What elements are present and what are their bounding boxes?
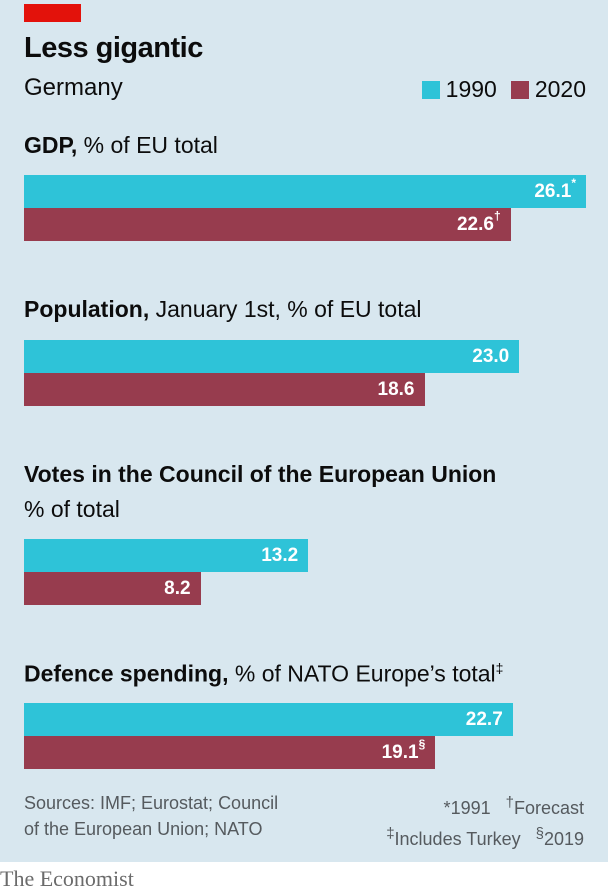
bar-2020-panel-3: 8.2 xyxy=(24,572,201,605)
data-label-footnote-mark: § xyxy=(418,737,426,751)
legend-swatch-2020 xyxy=(510,80,529,99)
panel-title-2: Population, January 1st, % of EU total xyxy=(24,296,422,323)
legend-label-1990: 1990 xyxy=(445,76,497,102)
publisher-logo: The Economist xyxy=(0,866,134,891)
legend-item-2020: 2020 xyxy=(510,76,586,103)
chart-panel: Less gigantic Germany 1990 2020 GDP, % o… xyxy=(0,0,608,862)
data-label: 23.0 xyxy=(472,346,510,367)
legend: 1990 2020 xyxy=(408,76,586,103)
footnote-turkey: Includes Turkey xyxy=(394,829,521,849)
panel-subtitle-3: % of total xyxy=(24,496,120,522)
bar-1990-panel-4: 22.7 xyxy=(24,703,513,736)
sources-note: Sources: IMF; Eurostat; Council of the E… xyxy=(24,790,278,842)
legend-label-2020: 2020 xyxy=(534,76,586,102)
panel-title-3: Votes in the Council of the European Uni… xyxy=(24,461,496,488)
sources-line-1: Sources: IMF; Eurostat; Council xyxy=(24,793,279,813)
panel-title-bold: Defence spending, xyxy=(24,660,229,687)
data-label-footnote-mark: † xyxy=(493,209,501,223)
panel-title-bold: Population, xyxy=(24,296,150,322)
brand-red-tab xyxy=(24,4,81,22)
bar-2020-panel-4: 19.1§ xyxy=(24,736,436,769)
footnotes: *1991 †Forecast ‡Includes Turkey §2019 xyxy=(386,790,584,852)
legend-item-1990: 1990 xyxy=(421,76,497,103)
bar-2020-panel-2: 18.6 xyxy=(24,373,425,406)
footnote-line-2: ‡Includes Turkey §2019 xyxy=(386,821,584,852)
legend-swatch-1990 xyxy=(421,80,440,99)
footnote-forecast: Forecast xyxy=(513,798,584,818)
bar-2020-panel-1: 22.6† xyxy=(24,208,511,241)
chart-title: Less gigantic xyxy=(24,32,203,64)
panel-title-rest: January 1st, % of EU total xyxy=(149,296,422,322)
bar-1990-panel-2: 23.0 xyxy=(24,340,520,373)
data-label: 26.1* xyxy=(534,176,576,202)
footnote-1991-mark: * xyxy=(443,798,451,818)
panel-title-4: Defence spending, % of NATO Europe’s tot… xyxy=(24,660,503,688)
footnote-1991: 1991 xyxy=(450,798,491,818)
footnote-2019: 2019 xyxy=(543,829,584,849)
data-label: 22.6† xyxy=(456,209,501,235)
data-label: 19.1§ xyxy=(381,737,426,763)
footnote-2019-mark: § xyxy=(535,825,544,842)
data-label: 8.2 xyxy=(164,578,191,599)
footnote-forecast-mark: † xyxy=(505,794,514,811)
footnote-turkey-mark: ‡ xyxy=(386,825,395,842)
data-label: 22.7 xyxy=(465,709,503,730)
data-label: 13.2 xyxy=(261,545,299,566)
panel-title-footnote-mark: ‡ xyxy=(495,660,504,676)
data-label-footnote-mark: * xyxy=(571,176,576,190)
panel-title-bold: GDP, xyxy=(24,132,78,158)
bar-1990-panel-1: 26.1* xyxy=(24,175,586,208)
chart-subtitle: Germany xyxy=(24,74,123,101)
data-label: 18.6 xyxy=(377,379,415,400)
sources-line-2: of the European Union; NATO xyxy=(24,819,263,839)
footnote-line-1: *1991 †Forecast xyxy=(386,790,584,821)
panel-title-1: GDP, % of EU total xyxy=(24,132,218,159)
panel-title-bold: Votes in the Council of the European Uni… xyxy=(24,461,497,487)
bar-1990-panel-3: 13.2 xyxy=(24,539,309,572)
panel-title-rest: % of EU total xyxy=(77,132,218,158)
panel-title-rest: % of NATO Europe’s total xyxy=(228,660,496,687)
